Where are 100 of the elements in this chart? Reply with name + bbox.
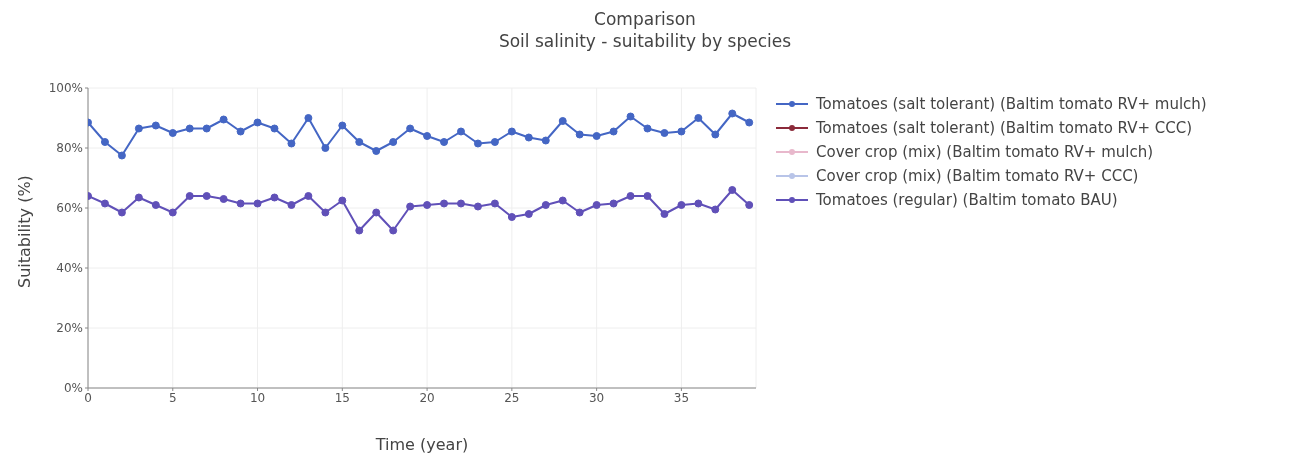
point (524, 133, 533, 142)
point (287, 139, 296, 148)
point (677, 201, 686, 209)
y-axis-title: Suitability (%) (14, 175, 34, 288)
point (558, 117, 567, 125)
point (287, 201, 296, 209)
point (626, 192, 635, 200)
point (321, 208, 330, 217)
point (592, 132, 601, 140)
point (711, 205, 720, 214)
point (507, 127, 516, 136)
point (185, 192, 194, 200)
point (100, 138, 109, 146)
point (745, 118, 754, 127)
point (694, 114, 703, 122)
point (558, 196, 567, 205)
point (524, 210, 533, 218)
point (372, 208, 381, 217)
point (745, 201, 754, 209)
point (321, 144, 330, 152)
point (202, 124, 211, 133)
point (609, 199, 618, 208)
point (100, 199, 109, 208)
point (270, 193, 279, 202)
point (490, 138, 499, 146)
point (134, 193, 143, 202)
point (134, 124, 143, 133)
x-tick-label: 10 (249, 390, 266, 405)
point (626, 112, 635, 121)
point (389, 138, 398, 146)
x-tick-label: 35 (673, 390, 690, 405)
point (575, 208, 584, 217)
point (202, 192, 211, 200)
y-tick-label: 40% (56, 261, 83, 276)
point (711, 130, 720, 139)
legend-label: Tomatoes (regular) (Baltim tomato BAU) (816, 190, 1118, 211)
legend-label: Tomatoes (salt tolerant) (Baltim tomato RV+ CCC) (816, 118, 1193, 139)
point (151, 121, 160, 130)
point (219, 115, 228, 124)
point (660, 129, 669, 137)
point (541, 136, 550, 145)
point (236, 199, 245, 208)
point (406, 202, 415, 211)
point (117, 151, 126, 160)
point (643, 124, 652, 133)
point (541, 201, 550, 209)
point (592, 201, 601, 209)
legend-label: Cover crop (mix) (Baltim tomato RV+ CCC) (816, 166, 1139, 187)
point (168, 129, 177, 137)
legend-label: Cover crop (mix) (Baltim tomato RV+ mulch) (816, 142, 1154, 163)
point (728, 186, 737, 194)
x-tick-label: 20 (419, 390, 435, 405)
point (253, 118, 262, 127)
x-tick-label: 5 (168, 390, 177, 405)
point (507, 213, 516, 221)
point (355, 226, 364, 235)
x-tick-label: 0 (84, 390, 92, 405)
point (457, 199, 465, 208)
point (440, 138, 449, 146)
point (219, 195, 228, 203)
point (236, 127, 245, 136)
point (355, 138, 364, 146)
y-tick-label: 80% (56, 141, 83, 156)
point (185, 124, 194, 133)
point (338, 196, 347, 205)
x-tick-label: 30 (588, 390, 605, 405)
y-tick-label: 0% (63, 381, 83, 396)
point (677, 127, 686, 136)
point (372, 147, 381, 155)
point (338, 121, 347, 130)
point (304, 114, 313, 122)
point (389, 226, 398, 235)
point (728, 109, 737, 118)
chart-title: Comparison (593, 8, 697, 30)
point (270, 124, 279, 133)
point (575, 130, 584, 139)
point (440, 199, 449, 208)
point (694, 199, 703, 208)
chart-subtitle: Soil salinity - suitability by species (497, 30, 793, 52)
x-tick-label: 25 (504, 390, 520, 405)
point (151, 201, 160, 209)
point (168, 208, 177, 217)
y-tick-label: 20% (56, 321, 83, 336)
legend-label: Tomatoes (salt tolerant) (Baltim tomato RV+ mulch) (816, 94, 1207, 115)
point (423, 201, 432, 209)
point (253, 199, 262, 208)
point (406, 124, 415, 133)
point (660, 210, 669, 218)
x-tick-label: 15 (334, 390, 350, 405)
point (490, 199, 499, 208)
point (423, 132, 432, 140)
point (457, 127, 465, 136)
point (473, 202, 482, 211)
point (304, 192, 313, 200)
point (473, 139, 482, 148)
point (117, 208, 126, 217)
y-tick-label: 100% (48, 81, 83, 96)
point (609, 127, 618, 136)
y-tick-label: 60% (56, 201, 83, 216)
point (643, 192, 652, 200)
